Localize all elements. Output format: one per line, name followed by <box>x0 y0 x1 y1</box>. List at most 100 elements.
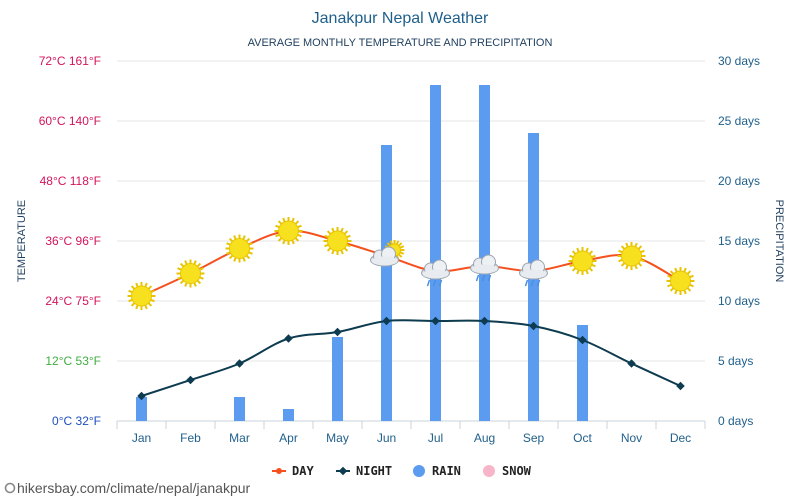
x-tick-label: Aug <box>474 431 495 445</box>
night-point <box>578 335 587 345</box>
night-point <box>137 391 146 401</box>
sun-disc <box>670 270 691 292</box>
x-tick-label: Oct <box>573 431 592 445</box>
right-tick-label: 10 days <box>718 294 760 308</box>
sun-icon <box>274 217 303 245</box>
sun-disc <box>278 220 299 242</box>
raindrop <box>426 279 431 287</box>
rain-bar <box>381 145 392 421</box>
right-tick-label: 30 days <box>718 54 760 68</box>
night-point <box>284 334 293 343</box>
sun-icon <box>225 234 254 263</box>
legend-item-day: DAY <box>272 464 314 478</box>
legend-marker <box>413 465 425 477</box>
cloud-part <box>471 264 498 274</box>
night-point <box>382 316 391 326</box>
x-axis-ticks: Jan Feb Mar Apr May Jun Jul Aug Sep Oct Nov Dec <box>116 421 706 445</box>
raindrop <box>487 274 492 282</box>
night-point <box>186 375 195 385</box>
raindrop <box>536 279 541 287</box>
legend-label: RAIN <box>432 464 461 478</box>
left-tick-label: 0°C 32°F <box>52 414 101 428</box>
night-line <box>141 319 681 397</box>
sun-icon <box>666 267 695 295</box>
cloud-rain-icon <box>519 259 548 287</box>
legend-item-rain: RAIN <box>413 464 461 478</box>
night-point <box>333 327 342 337</box>
raindrop <box>530 279 535 287</box>
x-tick-label: Jan <box>132 431 151 445</box>
sun-disc <box>621 245 642 267</box>
sun-disc <box>327 230 348 252</box>
legend-item-night: NIGHT <box>336 464 392 478</box>
rain-bar <box>136 397 147 421</box>
night-point <box>627 359 636 368</box>
raindrop <box>432 279 437 287</box>
x-tick-label: Mar <box>229 431 250 445</box>
legend-label: NIGHT <box>356 464 392 478</box>
cloud-part <box>371 256 398 266</box>
x-tick-label: Sep <box>523 431 545 445</box>
left-tick-label: 24°C 75°F <box>45 294 101 308</box>
raindrop <box>524 279 529 287</box>
rain-bars <box>136 85 588 421</box>
right-tick-label: 0 days <box>718 414 753 428</box>
left-tick-label: 48°C 118°F <box>40 174 101 188</box>
rain-bar <box>332 337 343 421</box>
cloud-rain-icon <box>421 259 450 287</box>
sun-icon <box>617 242 646 270</box>
raindrop <box>481 274 486 282</box>
chart-subtitle: AVERAGE MONTHLY TEMPERATURE AND PRECIPIT… <box>248 37 553 49</box>
credit-link[interactable]: hikersbay.com/climate/nepal/janakpur <box>17 480 251 496</box>
rain-bar <box>430 85 441 421</box>
right-tick-label: 15 days <box>718 234 760 248</box>
night-point <box>529 321 538 331</box>
sun-disc <box>229 238 250 259</box>
sun-cloud-icon <box>370 240 405 267</box>
x-tick-label: Apr <box>279 431 298 445</box>
sun-disc <box>572 250 593 272</box>
night-point <box>235 359 244 368</box>
right-tick-label: 20 days <box>718 174 760 188</box>
rain-bar <box>283 409 294 421</box>
left-tick-label: 72°C 161°F <box>39 54 101 68</box>
x-tick-label: Jul <box>428 431 443 445</box>
x-tick-label: Jun <box>377 431 396 445</box>
sun-disc <box>131 285 152 307</box>
right-axis-label: PRECIPITATION <box>773 200 785 283</box>
weather-icons <box>127 217 695 310</box>
cloud-rain-icon <box>470 254 499 282</box>
raindrop <box>475 274 480 282</box>
x-tick-label: Feb <box>180 431 201 445</box>
legend: DAY NIGHT RAIN SNOW <box>272 464 532 478</box>
rain-bar <box>577 325 588 421</box>
left-tick-label: 60°C 140°F <box>39 114 101 128</box>
legend-item-snow: SNOW <box>483 464 532 478</box>
sun-icon <box>568 247 597 275</box>
sun-disc <box>180 263 201 284</box>
legend-marker <box>338 466 348 476</box>
left-axis-ticks: 0°C 32°F 12°C 53°F 24°C 75°F 36°C 96°F 48°C … <box>39 54 101 428</box>
raindrop <box>438 279 443 287</box>
night-point <box>431 316 440 326</box>
location-pin-icon <box>4 482 16 494</box>
cloud-part <box>520 269 547 279</box>
legend-marker <box>276 468 282 474</box>
left-axis-label: TEMPERATURE <box>16 200 28 282</box>
x-tick-label: Dec <box>670 431 691 445</box>
night-point <box>480 316 489 326</box>
credit[interactable]: hikersbay.com/climate/nepal/janakpur <box>4 480 251 496</box>
rain-bar <box>479 85 490 421</box>
right-axis-ticks: 0 days 5 days 10 days 15 days 20 days 25 days… <box>718 54 760 428</box>
sun-icon <box>323 227 352 255</box>
cloud-part <box>422 269 449 279</box>
grid-lines <box>117 60 705 422</box>
chart-title: Janakpur Nepal Weather <box>312 10 489 27</box>
x-tick-label: Nov <box>621 431 642 445</box>
left-tick-label: 36°C 96°F <box>45 234 101 248</box>
sun-icon <box>127 282 156 310</box>
legend-label: SNOW <box>502 464 532 478</box>
legend-label: DAY <box>292 464 314 478</box>
night-point <box>676 381 685 391</box>
